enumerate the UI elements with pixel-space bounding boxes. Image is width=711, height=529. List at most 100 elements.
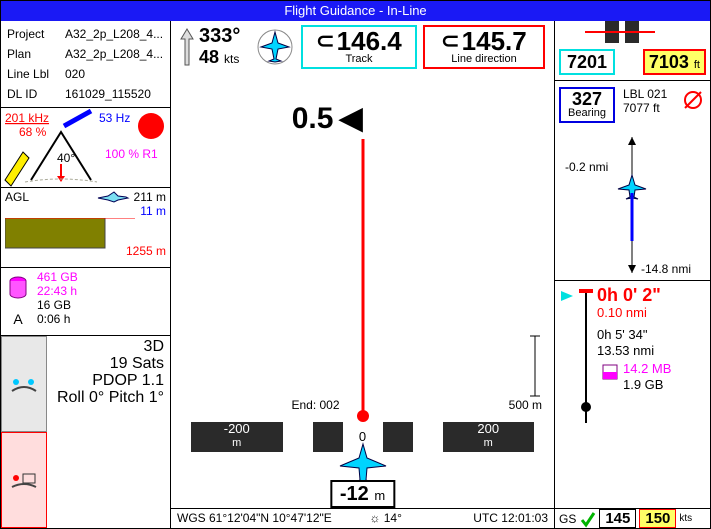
map-panel: 327 Bearing LBL 021 7077 ft -0.2 nmi (555, 81, 710, 281)
plane-icon (96, 190, 130, 204)
center-column: 333° 48 kts ⊃ 146.4 Track (171, 21, 555, 528)
alt-b-unit: ft (694, 59, 700, 71)
mirror-icon (64, 111, 91, 126)
title-bar: Flight Guidance - In-Line (1, 1, 710, 21)
dev-arrow-icon: ◀ (339, 101, 362, 136)
s-left-u: m (191, 436, 283, 450)
gps-sats: 19 Sats (53, 355, 164, 372)
alt-bug-icon (555, 21, 710, 45)
lbl-alt: 7077 ft (623, 101, 667, 115)
val: 020 (65, 65, 164, 83)
s-right: 200 (443, 422, 535, 436)
timer-gb: 1.9 GB (623, 377, 663, 392)
disk-icon (8, 276, 28, 300)
hz: 53 Hz (99, 111, 130, 125)
track-box: ⊃ 146.4 Track (301, 25, 417, 69)
gs-lbl: GS (555, 512, 580, 526)
gs-unit: kts (676, 513, 692, 524)
alt-b: 7103 ft (643, 49, 706, 75)
val: A32_2p_L208_4... (65, 25, 164, 43)
turn-icon: ⊃ (316, 30, 334, 52)
right-column: 7201 7103 ft 327 Bearing LBL 021 7077 ft (555, 21, 710, 528)
end-label: End: 002 (291, 398, 339, 412)
track-val: 146.4 (337, 28, 402, 54)
disk-icon (601, 363, 619, 381)
heading-plane-icon (255, 27, 295, 67)
deviation-display: 0.5 ◀ End: 002 500 m -20 (171, 93, 554, 508)
storage-panel: A 461 GB 22:43 h 16 GB 0:06 h (1, 268, 170, 336)
scale-bar-icon (528, 334, 542, 398)
status-bar: WGS 61°12'04"N 10°47'12"E ☼ 14° UTC 12:0… (171, 508, 554, 528)
angle: 40° (57, 151, 75, 165)
terrain-bar-icon (5, 218, 105, 248)
offset-val: -12 (340, 483, 369, 505)
timer-sub: 0.10 nmi (597, 305, 647, 320)
gps-panel: 3D 19 Sats PDOP 1.1 Roll 0° Pitch 1° (1, 336, 170, 528)
alt-a: 7201 (559, 49, 615, 75)
timer-mb: 14.2 MB (623, 361, 671, 376)
course-dot-icon (357, 410, 369, 422)
timer-big: 0h 0' 2" (597, 285, 661, 306)
r1: 100 % R1 (105, 147, 158, 161)
gs-bar: GS 145 150 kts (555, 508, 710, 528)
agl-label: AGL (5, 190, 29, 204)
khz: 201 kHz (5, 111, 49, 125)
free: 461 GB (37, 270, 166, 284)
pct: 68 % (19, 125, 47, 139)
heading-spd-unit: kts (224, 52, 239, 66)
temp: 14° (384, 511, 402, 525)
project-panel: ProjectA32_2p_L208_4... PlanA32_2p_L208_… (1, 21, 170, 108)
val: 161029_115520 (65, 85, 164, 103)
map-down: -14.8 nmi (641, 262, 691, 276)
scale-bar-lbl: 500 m (509, 398, 542, 412)
pos: WGS 61°12'04"N 10°47'12"E (171, 509, 345, 528)
gimbal2-icon[interactable] (1, 432, 47, 528)
dev-val: 0.5 (292, 102, 334, 136)
heading-spd: 48 (199, 47, 219, 67)
gps-pdop: PDOP 1.1 (53, 372, 164, 389)
gs-b: 150 (639, 509, 676, 528)
heading-row: 333° 48 kts ⊃ 146.4 Track (171, 21, 554, 93)
lbl: DL ID (7, 85, 63, 103)
offset-unit: m (374, 488, 385, 503)
s-right-u: m (443, 436, 535, 450)
gps-mode: 3D (53, 338, 164, 355)
wind-vane-icon (177, 27, 197, 69)
s-left: -200 (191, 422, 283, 436)
val: A32_2p_L208_4... (65, 45, 164, 63)
lbl: Line Lbl (7, 65, 63, 83)
agl-panel: AGL 211 m 11 m 1255 m (1, 188, 170, 268)
mini-map: -0.2 nmi -14.8 nmi (555, 131, 710, 279)
timer-panel: 0h 0' 2" 0.10 nmi 0h 5' 34" 13.53 nmi 14… (555, 281, 710, 508)
ld-val: 145.7 (462, 28, 527, 54)
alt-b-val: 7103 (649, 52, 689, 72)
bearing-lbl: Bearing (564, 108, 610, 119)
agl-alt: 211 m (134, 190, 166, 204)
bearing-box: 327 Bearing (559, 87, 615, 123)
course-line (361, 139, 364, 418)
lbl: Plan (7, 45, 63, 63)
t1: 22:43 h (37, 284, 166, 298)
used: 16 GB (37, 298, 166, 312)
gs-a: 145 (599, 509, 636, 528)
left-column: ProjectA32_2p_L208_4... PlanA32_2p_L208_… (1, 21, 171, 528)
map-up: -0.2 nmi (565, 160, 608, 174)
unit: A (13, 311, 22, 327)
alt-row: 7201 7103 ft (555, 21, 710, 81)
timeline-icon (579, 287, 593, 427)
t2: 0:06 h (37, 312, 166, 326)
no-target-icon (682, 89, 704, 111)
offset-box: -12 m (330, 480, 395, 508)
lbl: Project (7, 25, 63, 43)
turn-icon: ⊃ (441, 30, 459, 52)
linedir-box: ⊃ 145.7 Line direction (423, 25, 545, 69)
timer-d2: 13.53 nmi (597, 343, 654, 358)
status-dot-icon (138, 113, 164, 139)
agl-buf: 11 m (5, 204, 166, 218)
gimbal1-icon[interactable] (1, 336, 47, 432)
lbl-line: LBL 021 (623, 87, 667, 101)
timer-t2: 0h 5' 34" (597, 327, 647, 342)
heading-deg: 333° (199, 25, 240, 48)
bearing-val: 327 (564, 90, 610, 108)
gs-tick-icon (580, 510, 596, 528)
